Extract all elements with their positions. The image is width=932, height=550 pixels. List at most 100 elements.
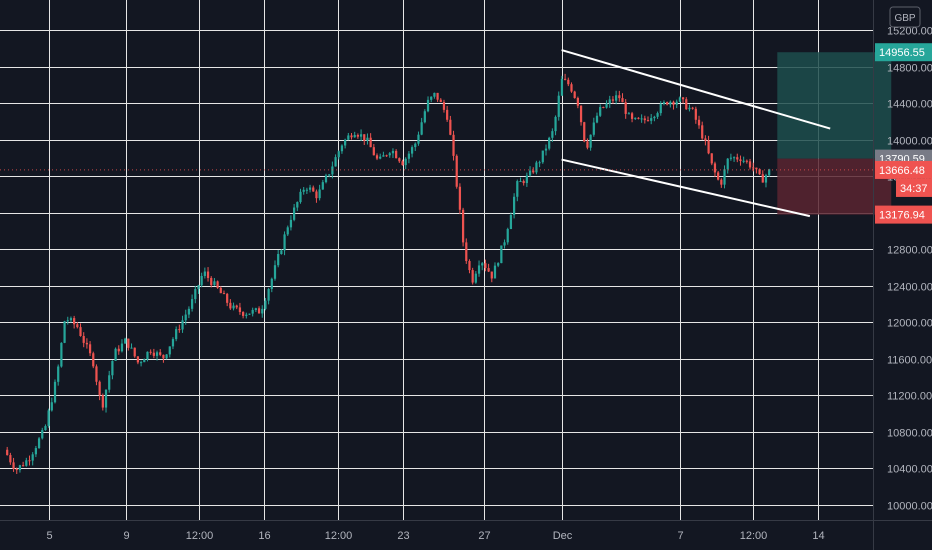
candle-body	[522, 181, 525, 184]
candle-body	[608, 99, 611, 104]
candle-body	[398, 158, 401, 162]
candle-body	[458, 186, 462, 210]
candle-body	[222, 293, 226, 295]
candle-body	[197, 285, 200, 290]
y-axis[interactable]: 10000.00 10400.00 10800.00 11200.00 11600.00…	[873, 0, 932, 550]
candle-body	[50, 402, 53, 411]
candle-body	[707, 140, 710, 154]
candle-body	[745, 160, 748, 162]
candle-body	[643, 118, 646, 121]
trendlines[interactable]	[561, 49, 831, 218]
candle-body	[713, 163, 717, 173]
candle-body	[213, 281, 216, 286]
y-tick-label: 15200.00	[887, 26, 932, 38]
candle-body	[226, 293, 229, 303]
candle-body	[340, 145, 344, 152]
stop-zone[interactable]	[777, 158, 892, 215]
candle-body	[423, 111, 426, 123]
candle-body	[69, 318, 73, 321]
candle-body	[583, 122, 586, 142]
candle-body	[573, 91, 576, 98]
candle-body	[98, 381, 101, 396]
x-tick-label: 12:00	[325, 530, 353, 542]
target-price-tag: 14956.55	[879, 47, 925, 59]
candle-body	[446, 109, 449, 120]
candle-body	[681, 97, 685, 100]
candle-body	[200, 275, 203, 286]
x-axis[interactable]: 5 9 12:00 16 12:00 23 27 Dec 7 12:00 14	[0, 520, 932, 543]
candle-body	[723, 169, 726, 185]
candle-body	[280, 250, 283, 255]
candle-body	[678, 97, 682, 102]
candle-body	[672, 101, 675, 105]
channel-trendline[interactable]	[561, 49, 831, 130]
candle-body	[602, 106, 605, 108]
y-tick-label: 12000.00	[887, 318, 932, 330]
candle-body	[165, 354, 168, 359]
y-tick-label: 10400.00	[887, 464, 932, 476]
candle-body	[251, 309, 254, 314]
candle-body	[493, 265, 497, 279]
candle-body	[669, 101, 672, 105]
candle-body	[748, 161, 752, 168]
candle-body	[241, 311, 245, 316]
candle-body	[139, 362, 143, 364]
x-tick-label: 23	[397, 530, 409, 542]
x-tick-label: 12:00	[186, 530, 214, 542]
candle-body	[656, 113, 659, 117]
candle-body	[477, 265, 481, 274]
candle-body	[519, 181, 522, 183]
candle-body	[417, 134, 420, 144]
candle-body	[379, 156, 382, 159]
candle-body	[742, 160, 745, 162]
candle-body	[356, 134, 360, 137]
candle-body	[404, 158, 407, 166]
candle-body	[312, 187, 315, 192]
candle-body	[44, 426, 47, 431]
candle-body	[599, 106, 602, 116]
countdown-tag: 34:37	[900, 183, 928, 195]
y-tick-label: 11200.00	[887, 391, 932, 403]
last-price-tag-box	[875, 160, 932, 179]
candle-body	[646, 120, 650, 122]
candle-body	[216, 281, 219, 288]
candle-body	[659, 103, 662, 114]
candle-body	[551, 131, 554, 138]
candle-body	[516, 181, 519, 197]
candle-body	[509, 214, 513, 230]
candle-body	[595, 115, 599, 123]
x-tick-label: 27	[478, 530, 490, 542]
candle-body	[697, 119, 701, 126]
candle-body	[315, 191, 318, 199]
currency-label: GBP	[894, 13, 915, 24]
candle-body	[277, 254, 280, 266]
candle-body	[18, 465, 22, 471]
candle-body	[452, 134, 455, 156]
candle-body	[267, 289, 270, 301]
candle-body	[640, 118, 643, 120]
candle-body	[430, 96, 433, 100]
channel-trendline[interactable]	[561, 158, 811, 218]
candle-body	[181, 320, 184, 330]
candle-body	[347, 135, 350, 140]
candle-body	[66, 320, 69, 322]
candle-body	[410, 147, 414, 154]
candle-body	[305, 189, 308, 191]
x-tick-label: 7	[677, 530, 683, 542]
target-zone[interactable]	[777, 52, 892, 159]
candle-body	[497, 263, 500, 266]
candle-body	[375, 155, 379, 159]
candle-body	[146, 351, 149, 360]
candle-body	[296, 202, 299, 208]
candle-body	[720, 179, 723, 185]
candle-body	[143, 359, 146, 363]
candle-body	[369, 137, 372, 148]
candle-body	[133, 347, 136, 357]
candle-body	[318, 189, 321, 199]
y-tick-label: 10800.00	[887, 428, 932, 440]
candle-body	[57, 366, 60, 382]
candle-body	[28, 460, 31, 462]
currency-badge[interactable]: GBP	[889, 6, 921, 28]
candle-body	[76, 324, 79, 328]
